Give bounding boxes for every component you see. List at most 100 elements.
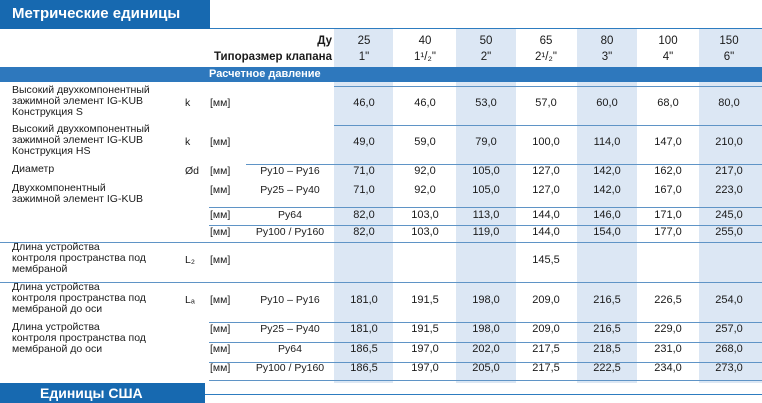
row-divider xyxy=(209,207,762,208)
valve-size-value: 6" xyxy=(723,51,735,63)
row-label: Высокий двухкомпонентный xyxy=(12,123,150,135)
value-cell: 46,0 xyxy=(353,97,375,109)
row-unit: [мм] xyxy=(210,165,231,177)
row-pressure: Ру10 – Ру16 xyxy=(260,294,320,306)
row-unit: [мм] xyxy=(210,343,231,355)
dn-label: Ду xyxy=(317,35,332,47)
row-label: контроля пространства под xyxy=(12,332,146,344)
value-cell: 255,0 xyxy=(715,226,743,238)
row-label: Двухкомпонентный xyxy=(12,182,106,194)
value-cell: 197,0 xyxy=(411,343,439,355)
us-units-bar xyxy=(0,383,205,403)
dn-value: 40 xyxy=(418,35,432,47)
value-cell: 142,0 xyxy=(593,184,621,196)
value-cell: 231,0 xyxy=(654,343,682,355)
value-cell: 71,0 xyxy=(353,165,375,177)
row-divider xyxy=(209,225,762,226)
title-underline xyxy=(210,28,762,29)
row-label: зажимной элемент IG-KUB xyxy=(12,95,144,107)
value-cell: 103,0 xyxy=(411,226,439,238)
shade-column-80 xyxy=(577,29,637,383)
value-cell: 209,0 xyxy=(532,294,560,306)
dn-value: 150 xyxy=(719,35,739,47)
row-label: Длина устройства xyxy=(12,321,100,333)
value-cell: 113,0 xyxy=(472,209,500,221)
row-label: мембраной до оси xyxy=(12,303,103,315)
value-cell: 216,5 xyxy=(593,294,621,306)
value-cell: 103,0 xyxy=(411,209,439,221)
row-pressure: Ру64 xyxy=(278,343,302,355)
value-cell: 53,0 xyxy=(475,97,497,109)
section-label: Расчетное давление xyxy=(209,68,321,80)
value-cell: 226,5 xyxy=(654,294,682,306)
shade-column-25 xyxy=(334,29,393,383)
value-cell: 205,0 xyxy=(472,362,500,374)
value-cell: 145,5 xyxy=(532,254,560,266)
row-unit: [мм] xyxy=(210,136,231,148)
value-cell: 105,0 xyxy=(472,184,500,196)
value-cell: 46,0 xyxy=(414,97,436,109)
value-cell: 127,0 xyxy=(532,165,560,177)
row-divider xyxy=(209,362,762,363)
value-cell: 181,0 xyxy=(350,323,378,335)
row-symbol: k xyxy=(185,97,191,109)
row-symbol: Ød xyxy=(185,165,200,177)
value-cell: 191,5 xyxy=(411,323,439,335)
row-label: зажимной элемент IG-KUB xyxy=(12,193,144,205)
row-pressure: Ру64 xyxy=(278,209,302,221)
value-cell: 92,0 xyxy=(414,184,436,196)
value-cell: 142,0 xyxy=(593,165,621,177)
valve-size-value: 4" xyxy=(662,51,674,63)
value-cell: 273,0 xyxy=(715,362,743,374)
value-cell: 198,0 xyxy=(472,323,500,335)
shade-column-150 xyxy=(699,29,762,383)
valve-size-value: 1¹/₂" xyxy=(414,51,436,63)
shade-column-50 xyxy=(456,29,516,383)
value-cell: 68,0 xyxy=(657,97,679,109)
row-unit: [мм] xyxy=(210,226,231,238)
row-unit: [мм] xyxy=(210,254,231,266)
value-cell: 114,0 xyxy=(593,136,621,148)
dn-value: 65 xyxy=(539,35,553,47)
valve-size-value: 2¹/₂" xyxy=(535,51,557,63)
value-cell: 119,0 xyxy=(472,226,500,238)
value-cell: 146,0 xyxy=(593,209,621,221)
section-bar xyxy=(0,67,762,82)
row-symbol: L₂ xyxy=(185,254,195,266)
value-cell: 209,0 xyxy=(532,323,560,335)
row-pressure: Ру100 / Ру160 xyxy=(255,226,325,238)
value-cell: 60,0 xyxy=(596,97,618,109)
value-cell: 234,0 xyxy=(654,362,682,374)
value-cell: 80,0 xyxy=(718,97,740,109)
value-cell: 71,0 xyxy=(353,184,375,196)
value-cell: 186,5 xyxy=(350,362,378,374)
row-divider xyxy=(209,322,762,323)
value-cell: 162,0 xyxy=(654,165,682,177)
page-title: Метрические единицы xyxy=(12,5,181,22)
row-label: мембраной до оси xyxy=(12,343,103,355)
dn-value: 100 xyxy=(658,35,678,47)
row-label: Длина устройства xyxy=(12,281,100,293)
row-divider xyxy=(209,380,762,381)
row-unit: [мм] xyxy=(210,323,231,335)
row-divider xyxy=(246,164,762,165)
dn-value: 25 xyxy=(357,35,371,47)
value-cell: 210,0 xyxy=(715,136,743,148)
value-cell: 198,0 xyxy=(472,294,500,306)
value-cell: 217,5 xyxy=(532,343,560,355)
size-label: Типоразмер клапана xyxy=(213,51,332,63)
title-bar xyxy=(0,0,210,29)
value-cell: 217,0 xyxy=(715,165,743,177)
value-cell: 268,0 xyxy=(715,343,743,355)
value-cell: 177,0 xyxy=(654,226,682,238)
row-unit: [мм] xyxy=(210,294,231,306)
value-cell: 197,0 xyxy=(411,362,439,374)
value-cell: 144,0 xyxy=(532,226,560,238)
row-pressure: Ру100 / Ру160 xyxy=(255,362,325,374)
row-label: Конструкция HS xyxy=(12,145,91,157)
row-unit: [мм] xyxy=(210,362,231,374)
value-cell: 254,0 xyxy=(715,294,743,306)
row-pressure: Ру10 – Ру16 xyxy=(260,165,320,177)
value-cell: 257,0 xyxy=(715,323,743,335)
value-cell: 186,5 xyxy=(350,343,378,355)
